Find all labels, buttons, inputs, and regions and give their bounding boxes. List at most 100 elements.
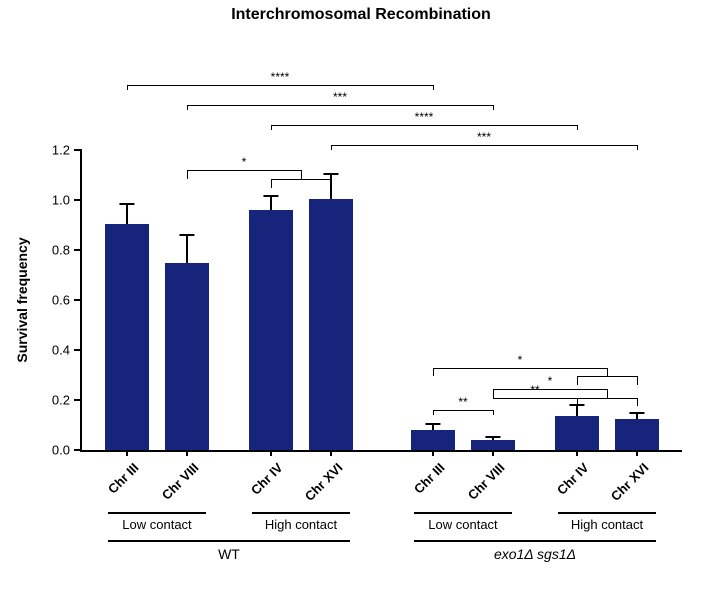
x-tick-label: Chr VIII bbox=[459, 460, 508, 509]
error-cap bbox=[629, 412, 644, 414]
significance-line bbox=[187, 170, 301, 171]
bar bbox=[411, 430, 454, 450]
significance-line bbox=[187, 105, 188, 110]
genotype-group-rule bbox=[108, 540, 351, 542]
genotype-label: WT bbox=[108, 546, 351, 562]
x-tick bbox=[576, 450, 578, 456]
chart-title: Interchromosomal Recombination bbox=[0, 6, 722, 24]
significance-label: * bbox=[518, 353, 523, 367]
bar bbox=[555, 416, 598, 450]
y-tick-label: 1.2 bbox=[52, 143, 82, 158]
chart-container: Interchromosomal Recombination Survival … bbox=[0, 0, 722, 595]
error-bar bbox=[126, 204, 128, 224]
y-tick-label: 0.2 bbox=[52, 393, 82, 408]
significance-label: *** bbox=[333, 90, 347, 104]
significance-line bbox=[577, 125, 578, 130]
significance-line bbox=[607, 368, 608, 377]
error-cap bbox=[179, 234, 194, 236]
x-tick-label: Chr XVI bbox=[297, 460, 346, 509]
significance-line bbox=[433, 368, 434, 377]
error-bar bbox=[270, 196, 272, 210]
significance-line bbox=[493, 398, 577, 399]
significance-label: **** bbox=[271, 70, 290, 84]
genotype-label: exo1Δ sgs1Δ bbox=[414, 546, 657, 562]
x-tick bbox=[636, 450, 638, 456]
significance-line bbox=[331, 145, 332, 150]
error-cap bbox=[485, 436, 500, 438]
significance-line bbox=[331, 179, 332, 188]
significance-line bbox=[637, 376, 638, 385]
error-bar bbox=[186, 235, 188, 263]
error-cap bbox=[119, 203, 134, 205]
y-tick-label: 0.6 bbox=[52, 293, 82, 308]
significance-label: * bbox=[242, 155, 247, 169]
significance-line bbox=[433, 410, 493, 411]
x-tick-label: Chr III bbox=[399, 460, 448, 509]
contact-group-rule bbox=[558, 512, 657, 514]
x-tick bbox=[330, 450, 332, 456]
bar bbox=[471, 440, 514, 450]
bar bbox=[249, 210, 292, 450]
x-tick-label: Chr XVI bbox=[603, 460, 652, 509]
significance-label: *** bbox=[477, 130, 491, 144]
error-cap bbox=[263, 195, 278, 197]
plot-area: 0.00.20.40.60.81.01.2Chr IIIChr VIIIChr … bbox=[80, 150, 682, 452]
x-tick-label: Chr IV bbox=[237, 460, 286, 509]
bar bbox=[615, 419, 658, 450]
x-tick bbox=[432, 450, 434, 456]
error-bar bbox=[576, 405, 578, 416]
x-tick-label: Chr IV bbox=[543, 460, 592, 509]
y-tick-label: 0.4 bbox=[52, 343, 82, 358]
x-tick bbox=[186, 450, 188, 456]
y-tick-label: 1.0 bbox=[52, 193, 82, 208]
contact-group-rule bbox=[108, 512, 207, 514]
significance-line bbox=[607, 389, 608, 398]
error-cap bbox=[323, 173, 338, 175]
x-tick-label: Chr VIII bbox=[153, 460, 202, 509]
significance-line bbox=[577, 376, 578, 385]
bar bbox=[309, 199, 352, 450]
significance-label: **** bbox=[415, 110, 434, 124]
significance-line bbox=[433, 368, 607, 369]
x-tick-label: Chr III bbox=[93, 460, 142, 509]
bar bbox=[105, 224, 148, 450]
significance-line bbox=[577, 398, 637, 399]
contact-group-label: High contact bbox=[252, 517, 351, 532]
significance-line bbox=[331, 145, 637, 146]
significance-line bbox=[127, 85, 128, 90]
significance-line bbox=[271, 179, 331, 180]
contact-group-label: Low contact bbox=[108, 517, 207, 532]
significance-line bbox=[127, 85, 433, 86]
significance-line bbox=[271, 179, 272, 188]
x-tick bbox=[270, 450, 272, 456]
contact-group-label: Low contact bbox=[414, 517, 513, 532]
significance-line bbox=[271, 125, 577, 126]
y-tick-label: 0.8 bbox=[52, 243, 82, 258]
significance-line bbox=[577, 398, 578, 407]
significance-label: ** bbox=[458, 395, 467, 409]
significance-line bbox=[493, 410, 494, 415]
significance-label: * bbox=[548, 374, 553, 388]
significance-line bbox=[637, 145, 638, 150]
x-tick bbox=[492, 450, 494, 456]
significance-line bbox=[187, 105, 493, 106]
significance-line bbox=[493, 389, 607, 390]
error-cap bbox=[425, 423, 440, 425]
bar bbox=[165, 263, 208, 451]
significance-line bbox=[433, 85, 434, 90]
contact-group-rule bbox=[414, 512, 513, 514]
significance-line bbox=[301, 170, 302, 179]
significance-label: ** bbox=[530, 383, 539, 397]
significance-line bbox=[577, 376, 637, 377]
significance-line bbox=[433, 410, 434, 415]
genotype-group-rule bbox=[414, 540, 657, 542]
significance-line bbox=[187, 170, 188, 179]
significance-line bbox=[637, 398, 638, 407]
contact-group-rule bbox=[252, 512, 351, 514]
y-axis-label: Survival frequency bbox=[14, 237, 30, 362]
significance-line bbox=[271, 125, 272, 130]
x-tick bbox=[126, 450, 128, 456]
y-tick-label: 0.0 bbox=[52, 443, 82, 458]
contact-group-label: High contact bbox=[558, 517, 657, 532]
significance-line bbox=[493, 389, 494, 398]
